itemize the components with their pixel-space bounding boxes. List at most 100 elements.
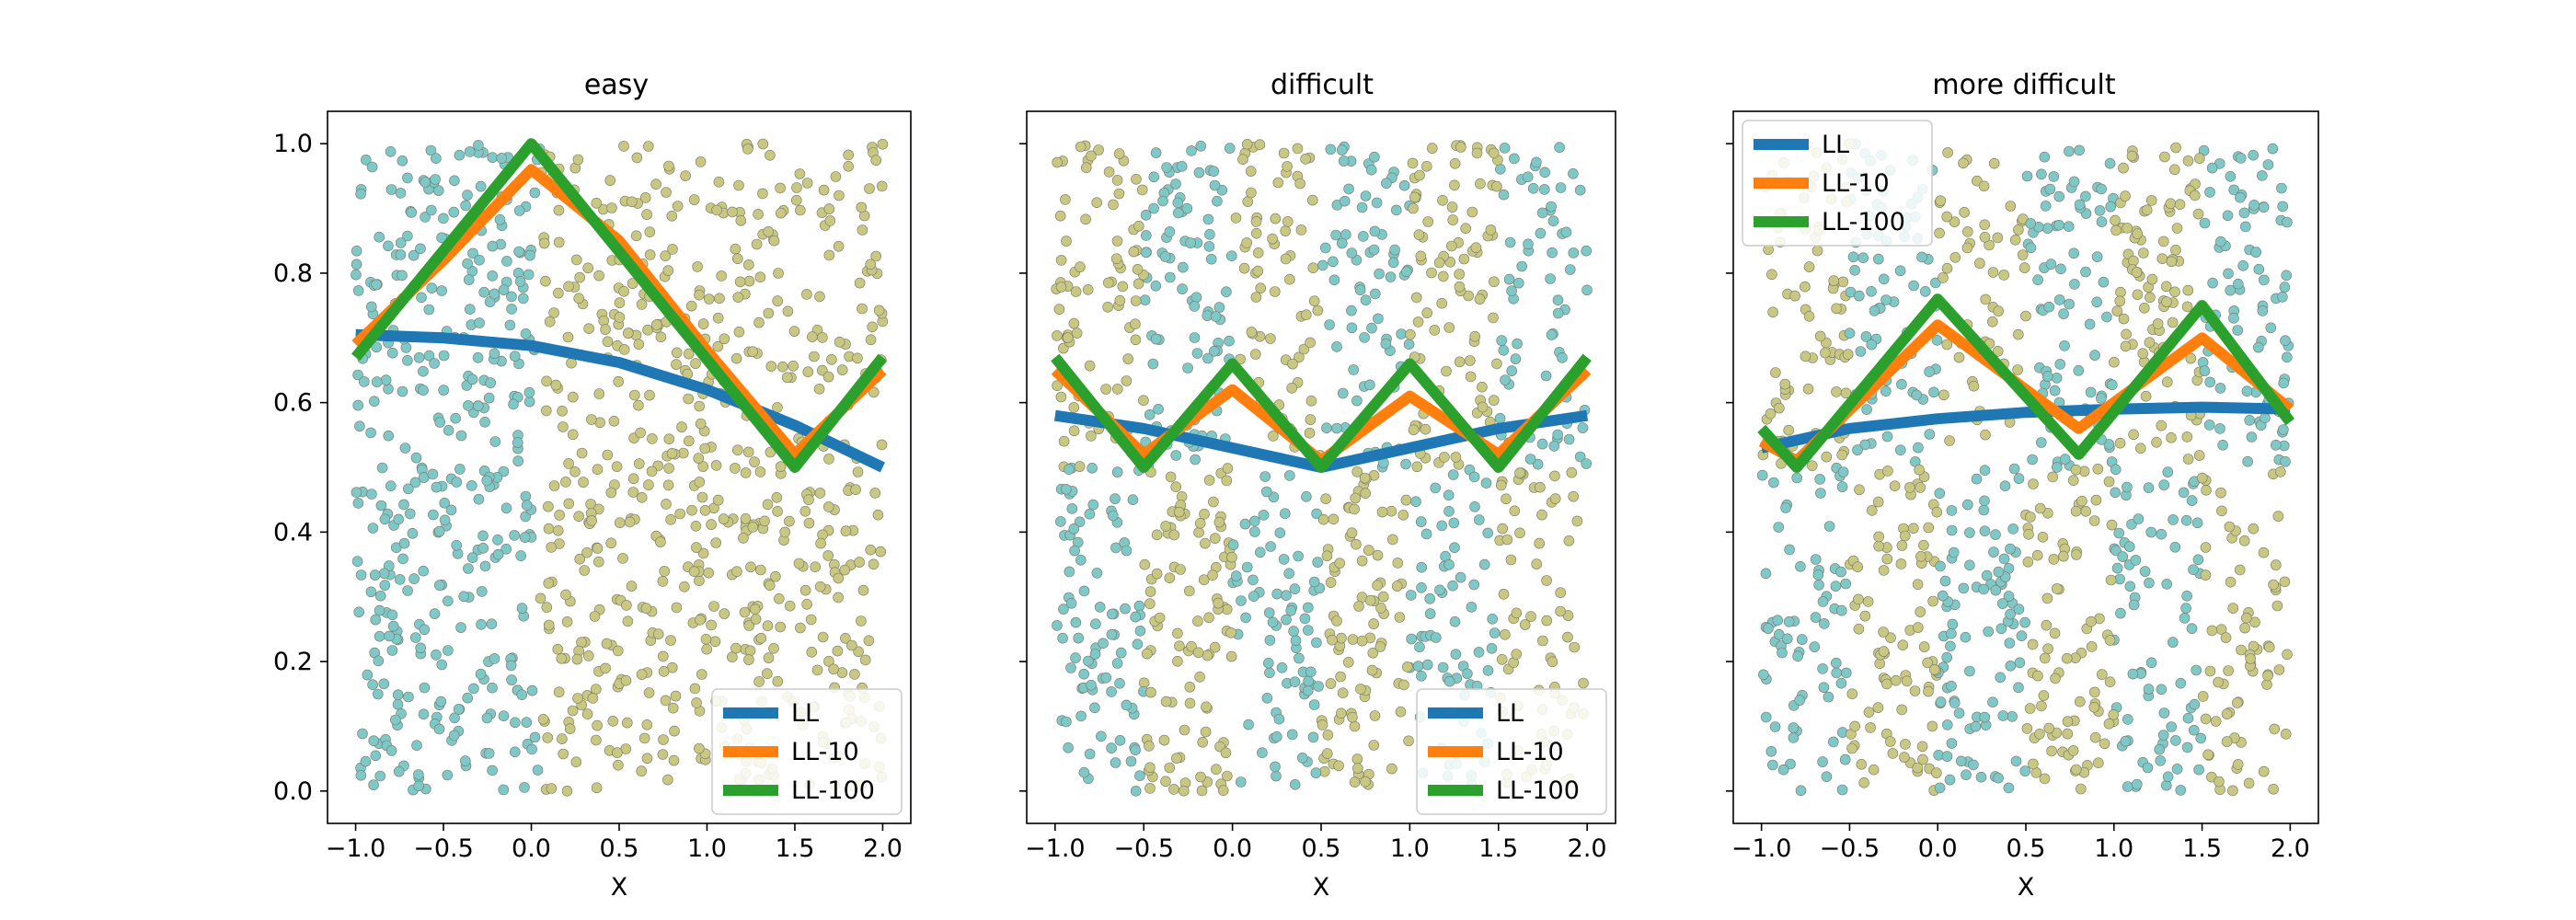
data-point (699, 504, 711, 516)
data-point (1307, 731, 1319, 743)
y-tick-label: 1.0 (273, 130, 313, 158)
data-point (1194, 671, 1205, 683)
data-point (1486, 642, 1498, 654)
data-point (1386, 763, 1397, 775)
data-point (1148, 202, 1159, 214)
data-point (591, 734, 602, 746)
data-point (1987, 316, 1998, 328)
data-point (2132, 778, 2143, 790)
data-point (1255, 546, 1266, 558)
data-point (2181, 431, 2193, 443)
data-point (1113, 148, 1125, 159)
data-point (516, 689, 528, 701)
legend-label: LL-100 (1496, 776, 1580, 805)
data-point (730, 463, 741, 474)
data-point (2003, 782, 2015, 794)
data-point (473, 493, 485, 505)
data-point (667, 702, 679, 714)
data-point (867, 321, 879, 333)
data-point (2272, 511, 2284, 522)
data-point (413, 351, 425, 363)
data-point (1872, 702, 1884, 713)
data-point (1811, 245, 1823, 257)
data-point (418, 365, 429, 377)
data-point (641, 719, 653, 730)
data-point (2104, 676, 2116, 688)
data-point (1813, 579, 1824, 591)
data-point (2193, 450, 2205, 461)
data-point (719, 333, 730, 345)
data-point (433, 525, 445, 537)
data-point (358, 376, 370, 387)
data-point (1844, 328, 1856, 339)
data-point (1581, 245, 1592, 257)
data-point (1174, 640, 1185, 652)
data-point (643, 479, 654, 490)
data-point (476, 586, 488, 597)
data-point (354, 420, 365, 432)
data-point (2224, 521, 2236, 533)
data-point (1568, 490, 1579, 502)
data-point (772, 675, 784, 687)
data-point (1303, 625, 1314, 636)
data-point (398, 537, 410, 549)
data-point (813, 383, 825, 395)
data-point (1788, 722, 1800, 733)
data-point (621, 717, 633, 729)
data-point (1979, 711, 1991, 723)
data-point (1477, 401, 1489, 413)
data-point (2225, 576, 2237, 588)
data-point (747, 522, 759, 533)
data-point (1482, 664, 1494, 676)
data-point (2141, 204, 2153, 216)
data-point (1240, 612, 1251, 624)
data-point (807, 331, 818, 342)
data-point (2243, 777, 2255, 789)
data-point (1955, 755, 1967, 767)
data-point (690, 520, 702, 532)
data-point (1057, 632, 1068, 644)
data-point (1929, 663, 1940, 675)
data-point (592, 543, 604, 554)
data-point (757, 138, 769, 150)
data-point (2245, 653, 2256, 664)
data-point (1115, 647, 1127, 659)
data-point (1532, 458, 1544, 470)
data-point (2043, 722, 2054, 734)
data-point (1788, 732, 1800, 743)
data-point (762, 499, 774, 511)
data-point (1150, 147, 1162, 158)
data-point (608, 415, 620, 427)
data-point (1236, 776, 1247, 788)
data-point (2138, 247, 2149, 259)
data-point (1928, 386, 1939, 398)
data-point (466, 374, 478, 385)
data-point (1964, 665, 1975, 677)
legend-item: LL-10 (723, 738, 859, 766)
data-point (803, 517, 815, 529)
data-point (453, 704, 465, 715)
data-point (2168, 514, 2179, 525)
data-point (583, 323, 594, 335)
data-point (543, 619, 555, 631)
data-point (770, 570, 781, 582)
data-point (659, 566, 671, 577)
data-point (854, 277, 866, 289)
data-point (2070, 464, 2082, 476)
data-point (662, 479, 674, 491)
data-point (731, 566, 742, 578)
data-point (352, 369, 363, 381)
data-point (1356, 635, 1368, 647)
data-point (1866, 339, 1877, 351)
data-point (2049, 385, 2061, 397)
data-point (1150, 333, 1162, 345)
data-point (1539, 167, 1550, 178)
data-point (712, 340, 724, 352)
data-point (1346, 247, 1358, 259)
data-point (1998, 270, 2009, 281)
data-point (386, 347, 398, 359)
data-point (1789, 290, 1800, 302)
data-point (1993, 305, 2004, 316)
data-point (2262, 159, 2274, 170)
data-point (1537, 635, 1548, 647)
